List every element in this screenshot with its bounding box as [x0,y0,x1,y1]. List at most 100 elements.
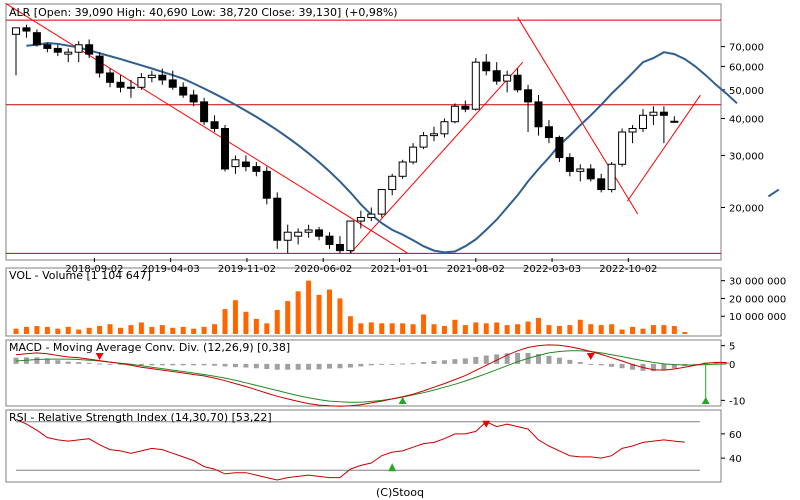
macd-histogram-bar [170,363,176,366]
candle-body [116,81,125,88]
volume-bar [619,329,625,334]
volume-bar [138,322,144,334]
volume-bar [337,298,343,334]
rsi-legend: RSI - Relative Strength Index (14,30,70)… [9,411,272,424]
volume-bar [76,329,82,334]
moving-average-line [26,41,738,254]
macd-histogram-bar [253,363,259,369]
candle-body [597,178,606,191]
volume-bar [128,325,134,334]
moving-average-line [767,188,780,198]
candle-body [659,111,668,116]
candle-body [231,159,240,168]
candle-body [189,94,198,103]
macd-histogram-bar [483,355,489,364]
macd-histogram-bar [421,362,427,364]
volume-bar [431,324,437,334]
candle-body [262,170,271,199]
macd-panel: 5 0 -10 [13,342,745,407]
macd-histogram-bar [358,363,364,367]
macd-histogram-bar [327,363,332,369]
volume-bar [274,310,280,334]
candle-body [210,121,219,129]
macd-histogram-bar [609,363,615,367]
volume-bar [23,326,29,334]
candle-body [544,126,553,138]
volume-bar [609,324,615,334]
volume-bar [650,325,656,334]
macd-histogram-bar [201,363,207,366]
candle-body [565,157,574,172]
candle-body [649,111,658,116]
macd-histogram-bar [379,363,385,365]
volume-bar [525,321,531,334]
candle-body [252,166,261,172]
macd-histogram-bar [285,363,291,370]
macd-histogram-bar [504,353,510,364]
macd-histogram-bar [180,363,186,366]
macd-histogram-bar [159,363,165,366]
sell-signal-marker [95,353,104,360]
volume-bar [536,318,541,334]
macd-panel-frame [5,339,722,407]
volume-bar [389,323,395,334]
x-tick-label: 2022-03-03 [523,264,581,275]
volume-bar [34,326,40,334]
x-tick-label: 2019-11-02 [218,264,276,275]
trend-line [517,16,639,215]
footer-credit: (C)Stooq [376,486,424,499]
candle-body [388,175,397,191]
x-tick-label: 2021-01-01 [370,264,428,275]
candle-body [346,220,355,252]
candle-body [221,127,229,170]
y-tick-label: 40 [729,454,742,465]
macd-histogram-bar [191,363,197,366]
rsi-buy-marker [388,463,397,472]
candle-body [12,27,20,35]
y-tick-label: 5 [729,342,735,353]
candle-body [618,131,627,165]
volume-bar [316,294,322,334]
volume-bar [462,325,468,334]
volume-bar [232,300,238,334]
x-tick-label: 2021-08-02 [447,264,505,275]
volume-bar [306,280,312,334]
trend-line [626,94,701,202]
rsi-sell-marker [482,420,491,428]
volume-bar [546,325,552,334]
candle-body [398,161,407,177]
volume-bar [107,324,113,334]
macd-histogram-bar [661,363,667,371]
macd-histogram-bar [86,362,92,364]
candle-body [283,231,292,241]
macd-histogram-bar [462,358,468,364]
macd-histogram-bar [556,357,562,364]
price-panel: 2018-09-02 2019-04-03 2019-11-02 2020-06-02… [5,2,780,275]
volume-bar [327,289,332,334]
volume-bar [682,332,688,334]
volume-bar [400,323,406,334]
macd-histogram-bar [149,363,155,366]
volume-bar [379,323,385,334]
candle-body [294,231,303,237]
macd-histogram-bar [724,362,730,364]
candle-body [513,74,522,91]
y-tick-label: 30 000 000 [729,277,786,288]
volume-bar [577,319,583,334]
candle-body [586,168,595,180]
sell-signal-marker [586,353,595,360]
y-tick-label: 60,000 [729,62,764,73]
volume-bar [588,324,594,334]
candle-body [304,229,313,233]
candle-body [43,44,52,49]
volume-bar [55,328,61,334]
volume-bar [661,325,667,334]
volume-bar [118,327,123,334]
rsi-line [15,418,685,481]
candle-body [325,235,334,245]
volume-bar [410,324,416,334]
price-panel-frame [5,3,722,261]
volume-bar [65,326,71,334]
